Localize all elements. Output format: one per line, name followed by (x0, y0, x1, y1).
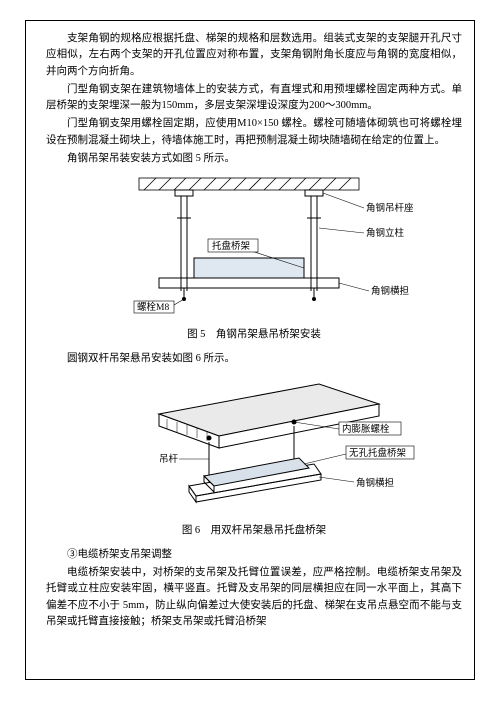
label-bolt: 螺栓M8 (137, 301, 169, 313)
figure-6-svg: 吊杆 内膨胀螺栓 无孔托盘桥架 角钢横担 (89, 374, 419, 519)
label-expansion: 内膨胀螺栓 (342, 423, 390, 435)
figure-6: 吊杆 内膨胀螺栓 无孔托盘桥架 角钢横担 (46, 374, 462, 519)
figure-5: 角钢吊杆座 角钢立柱 托盘桥架 角钢横担 螺栓M8 (46, 173, 462, 323)
paragraph: 门型角钢支架在建筑物墙体上的安装方式，有直埋式和用预埋螺栓固定两种方式。单层桥架… (46, 82, 462, 115)
document-page: 支架角钢的规格应根据托盘、梯架的规格和层数选用。组装式支架的支架腿开孔尺寸应相似… (25, 20, 475, 680)
label-post: 角钢立柱 (366, 227, 405, 239)
label-hanger: 吊杆 (159, 453, 179, 465)
paragraph: 支架角钢的规格应根据托盘、梯架的规格和层数选用。组装式支架的支架腿开孔尺寸应相似… (46, 31, 462, 80)
figure-5-svg: 角钢吊杆座 角钢立柱 托盘桥架 角钢横担 螺栓M8 (89, 173, 419, 323)
label-tray2: 无孔托盘桥架 (349, 447, 407, 459)
paragraph: 门型角钢支架用螺栓固定期，应使用M10×150 螺栓。螺栓可随墙体砌筑也可将螺栓… (46, 116, 462, 149)
label-crossarm: 角钢横担 (371, 285, 410, 297)
paragraph: 圆钢双杆吊架悬吊安装如图 6 所示。 (46, 351, 462, 367)
label-seat: 角钢吊杆座 (366, 202, 414, 214)
figure-6-caption: 图 6 用双杆吊架悬吊托盘桥架 (46, 523, 462, 539)
paragraph: 电缆桥架安装中，对桥架的支吊架及托臂位置误差，应严格控制。电缆桥架支吊架及托臂或… (46, 565, 462, 630)
paragraph-heading: ③电缆桥架支吊架调整 (46, 547, 462, 563)
label-tray: 托盘桥架 (212, 240, 251, 252)
label-crossarm2: 角钢横担 (356, 477, 395, 489)
figure-5-caption: 图 5 角钢吊架悬吊桥架安装 (46, 327, 462, 343)
paragraph: 角钢吊架吊装安装方式如图 5 所示。 (46, 151, 462, 167)
